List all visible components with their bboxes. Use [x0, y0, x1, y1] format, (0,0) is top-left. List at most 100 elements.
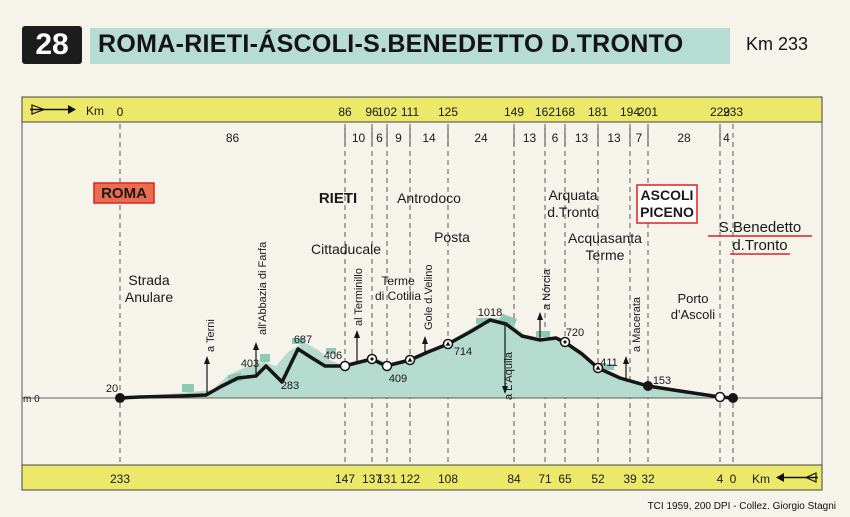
town-label-line: S.Benedetto [719, 219, 802, 236]
altitude-label: 411 [600, 357, 618, 369]
bottom-km-marker: 0 [730, 472, 737, 486]
town-label-line: Porto [677, 291, 708, 306]
altitude-label: 403 [241, 358, 259, 370]
segment-distance: 10 [352, 131, 366, 145]
bottom-km-marker: 71 [538, 472, 552, 486]
stop-marker-icon [115, 393, 125, 403]
altitude-label: 283 [281, 380, 299, 392]
branch-label: Gole d.Velino [423, 265, 435, 330]
segment-distance: 6 [376, 131, 383, 145]
title-band [90, 28, 730, 64]
bottom-km-marker: 108 [438, 472, 458, 486]
branch-arrow-icon [204, 356, 210, 364]
town-label-line: d.Tronto [732, 237, 787, 254]
branch-aquila: a L'Aquila [502, 324, 515, 400]
sea-level-label: m 0 [23, 394, 40, 405]
town-label-line: Posta [434, 229, 470, 245]
branch-label: a L'Aquila [503, 351, 515, 400]
stop-marker-icon [339, 360, 351, 372]
bottom-km-marker: 122 [400, 472, 420, 486]
top-km-marker: 102 [377, 105, 397, 119]
bottom-km-bar [21, 464, 823, 491]
segment-distance: 7 [636, 131, 643, 145]
segment-distance: 86 [226, 131, 240, 145]
branch-arrow-icon [537, 312, 543, 320]
branch-arrow-icon [623, 356, 629, 364]
bottom-km-marker: 32 [641, 472, 655, 486]
top-km-marker: 168 [555, 105, 575, 119]
segment-distance: 24 [474, 131, 488, 145]
route-number: 28 [22, 26, 82, 64]
branch-velino: Gole d.Velino [422, 265, 435, 354]
branch-label: al Terminillo [353, 268, 365, 326]
bottom-km-marker: 4 [717, 472, 724, 486]
bottom-km-label: Km [752, 472, 770, 486]
top-km-marker: 229 [710, 105, 730, 119]
branch-macerata: a Macerata [623, 296, 643, 378]
top-km-marker: 125 [438, 105, 458, 119]
branch-label: a Macerata [631, 296, 643, 352]
town-label-line: RIETI [319, 190, 357, 207]
branch-arrow-icon [253, 342, 259, 350]
direction-arrow-right-icon [30, 104, 76, 115]
town-cittaducale: Cittaducale [311, 241, 381, 257]
top-km-marker: 201 [638, 105, 658, 119]
bottom-km-marker: 137 [362, 472, 382, 486]
town-roma: ROMA [93, 182, 155, 204]
bottom-km-marker: 52 [591, 472, 605, 486]
stop-marker-icon [592, 362, 604, 374]
segment-distance: 4 [723, 131, 730, 145]
town-antrodoco: Antrodoco [397, 190, 461, 206]
town-rieti: RIETI [319, 190, 357, 207]
stop-marker-icon [728, 393, 738, 403]
top-km-marker: 162 [535, 105, 555, 119]
top-km-marker: 0 [117, 105, 124, 119]
town-label-line: d'Ascoli [671, 307, 716, 322]
stop-marker-icon [366, 353, 378, 365]
altitude-label: 153 [653, 375, 671, 387]
top-km-bar [21, 96, 823, 123]
top-km-marker: 181 [588, 105, 608, 119]
altitude-label: 20 [106, 383, 118, 395]
altitude-label: 406 [324, 350, 342, 362]
branch-terni: a Terni [204, 319, 217, 394]
top-km-marker: 194 [620, 105, 640, 119]
top-km-marker: 149 [504, 105, 524, 119]
top-km-label: Km [86, 104, 104, 118]
town-label-line: Arquata [548, 187, 597, 203]
town-label-line: Acquasanta [568, 230, 642, 246]
bottom-km-marker: 131 [377, 472, 397, 486]
branch-arrow-icon [502, 386, 508, 394]
stop-marker-icon [714, 391, 726, 403]
terrain-fill [138, 318, 733, 398]
stop-marker-icon [404, 354, 416, 366]
town-label-line: Cittaducale [311, 241, 381, 257]
segment-distance: 13 [607, 131, 621, 145]
bottom-km-marker: 65 [558, 472, 572, 486]
stop-marker-icon [643, 381, 653, 391]
branch-label: a Nórcia [541, 268, 553, 310]
credit-line: TCI 1959, 200 DPI - Collez. Giorgio Stag… [647, 501, 836, 512]
segment-distance: 13 [575, 131, 589, 145]
altitude-label: 1018 [478, 307, 502, 319]
town-label-line: Anulare [125, 289, 173, 305]
altitude-label: 687 [294, 334, 312, 346]
stop-marker-icon [442, 338, 454, 350]
branch-label: a Terni [205, 319, 217, 352]
altitude-label: 409 [389, 373, 407, 385]
bottom-km-marker: 84 [507, 472, 521, 486]
top-km-marker: 111 [401, 105, 420, 119]
route-distance: Km 233 [746, 34, 809, 54]
altitude-label: 714 [454, 346, 472, 358]
segment-distance: 28 [677, 131, 691, 145]
segment-distance: 13 [523, 131, 537, 145]
segment-distance: 6 [552, 131, 559, 145]
